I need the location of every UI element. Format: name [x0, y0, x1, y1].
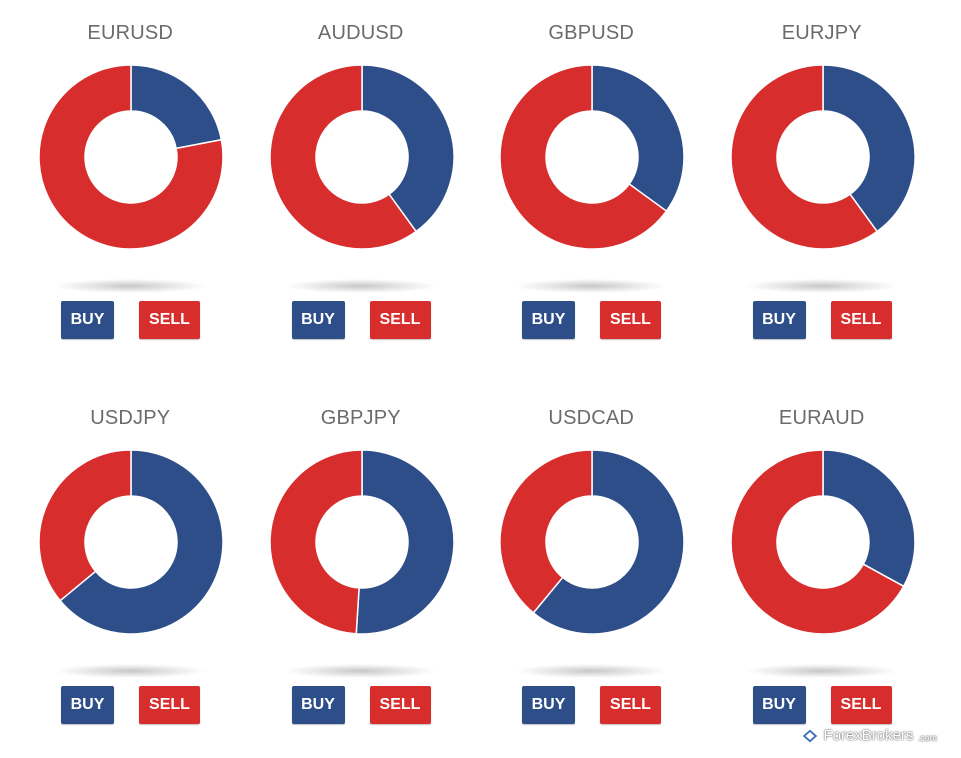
donut-shadow [285, 664, 436, 678]
logo-suffix: .com [917, 732, 937, 743]
pair-card: AUDUSD BUY SELL [246, 0, 477, 385]
sentiment-donut [39, 450, 223, 634]
pair-card: USDJPY BUY SELL [15, 385, 246, 758]
donut-shadow [285, 279, 436, 293]
sell-slice [730, 65, 878, 249]
forexbrokers-logo: ForexBrokers .com [801, 727, 937, 744]
pair-card: EURAUD BUY SELL [707, 385, 938, 758]
pair-card: USDCAD BUY SELL [476, 385, 707, 758]
pair-title: EURJPY [781, 22, 862, 44]
buy-button[interactable]: BUY [752, 686, 806, 724]
pair-title: GBPJPY [320, 407, 401, 429]
buy-button[interactable]: BUY [61, 686, 114, 724]
buy-button[interactable]: BUY [522, 686, 575, 724]
sell-button[interactable]: SELL [139, 301, 200, 339]
pair-card: EURUSD BUY SELL [15, 0, 246, 385]
buy-button[interactable]: BUY [61, 301, 114, 339]
buy-slice [532, 450, 684, 634]
pair-card: GBPJPY BUY SELL [246, 385, 477, 758]
buy-slice [591, 65, 684, 212]
sentiment-donut [269, 65, 454, 249]
sell-button[interactable]: SELL [830, 686, 892, 724]
sentiment-donut [39, 65, 223, 249]
sell-slice [500, 450, 593, 614]
sentiment-donut [500, 450, 684, 634]
buy-slice [821, 65, 915, 233]
sentiment-donut [500, 65, 684, 249]
donut-shadow [516, 664, 666, 678]
sell-slice [730, 450, 904, 634]
sell-button[interactable]: SELL [369, 301, 431, 339]
buy-button[interactable]: BUY [291, 686, 345, 724]
sentiment-donut [730, 65, 915, 249]
sell-slice [269, 450, 363, 634]
sell-slice [39, 450, 132, 602]
pair-title: GBPUSD [548, 22, 635, 44]
pair-title: AUDUSD [317, 22, 404, 44]
pair-title: EURUSD [87, 22, 174, 44]
pair-title: USDJPY [90, 407, 171, 429]
sentiment-grid: EURUSD BUY SELL AUDUSD BUY SELL GBPUSD B… [15, 0, 937, 758]
sell-button[interactable]: SELL [369, 686, 431, 724]
pair-title: USDCAD [548, 407, 635, 429]
donut-shadow [55, 664, 205, 678]
sell-slice [39, 65, 223, 249]
buy-slice [821, 450, 915, 588]
sell-button[interactable]: SELL [830, 301, 892, 339]
buy-slice [360, 65, 454, 233]
buy-slice [59, 450, 223, 634]
pair-title: EURAUD [778, 407, 865, 429]
buy-button[interactable]: BUY [752, 301, 806, 339]
buy-slice [354, 450, 454, 634]
sell-slice [500, 65, 668, 249]
pair-card: EURJPY BUY SELL [707, 0, 938, 385]
logo-icon [801, 727, 820, 744]
sell-slice [269, 65, 417, 249]
buy-button[interactable]: BUY [291, 301, 345, 339]
buy-button[interactable]: BUY [522, 301, 575, 339]
sentiment-donut [269, 450, 454, 634]
donut-shadow [746, 279, 897, 293]
donut-shadow [746, 664, 897, 678]
sell-button[interactable]: SELL [139, 686, 200, 724]
sell-button[interactable]: SELL [600, 686, 661, 724]
donut-shadow [516, 279, 666, 293]
sell-button[interactable]: SELL [600, 301, 661, 339]
pair-card: GBPUSD BUY SELL [476, 0, 707, 385]
donut-shadow [55, 279, 205, 293]
buy-slice [130, 65, 223, 150]
logo-text: ForexBrokers [823, 727, 914, 744]
sentiment-donut [730, 450, 915, 634]
